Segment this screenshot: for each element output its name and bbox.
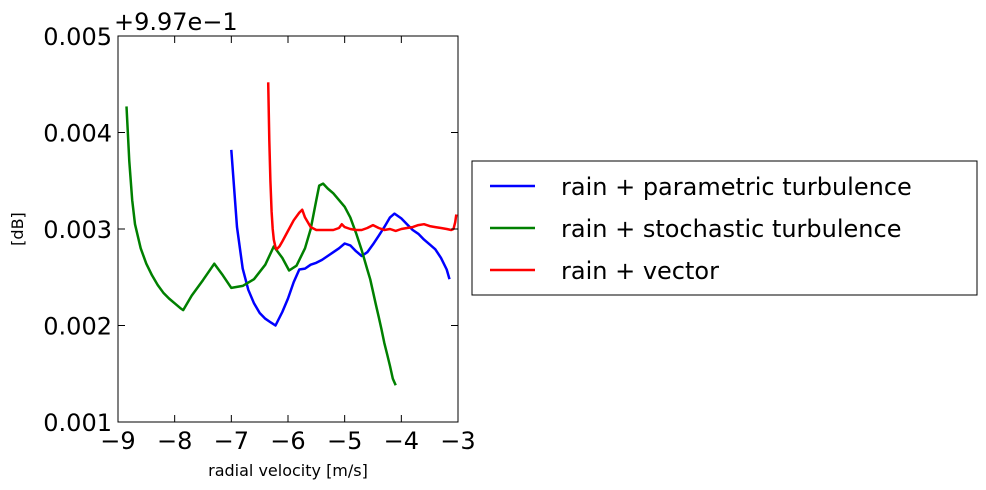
legend-label-1: rain + stochastic turbulence (561, 215, 901, 243)
y-tick-label: 0.002 (43, 313, 112, 341)
y-tick-label: 0.003 (43, 216, 112, 244)
y-tick-label: 0.001 (43, 409, 112, 437)
y-offset-label: +9.97e−1 (114, 8, 238, 36)
y-tick-label: 0.004 (43, 120, 112, 148)
legend-label-0: rain + parametric turbulence (561, 173, 912, 201)
x-tick-label: −7 (214, 427, 249, 455)
tick-label-layer: −9 −8 −7 −6 −5 −4 −3 0.001 0.002 0.003 0.004 0.005 (43, 23, 475, 455)
legend-entries: rain + parametric turbulence rain + stoch… (490, 173, 912, 285)
x-tick-label: −5 (327, 427, 362, 455)
plot-frame (117, 35, 459, 423)
legend-frame (471, 160, 978, 296)
x-axis-label: radial velocity [m/s] (208, 461, 368, 480)
x-tick-label: −4 (384, 427, 419, 455)
y-tick-label: 0.005 (43, 23, 112, 51)
legend-label-2: rain + vector (561, 257, 719, 285)
series-line-0 (230, 149, 451, 327)
x-tick-label: −9 (100, 427, 135, 455)
legend: rain + parametric turbulence rain + stoch… (471, 160, 978, 296)
x-tick-label: −6 (270, 427, 305, 455)
series-line-2 (266, 82, 458, 251)
x-tick-label: −3 (440, 427, 475, 455)
plot-area (117, 35, 459, 423)
y-axis-label: [dB] (8, 212, 27, 246)
series-line-1 (125, 106, 397, 386)
series-layer (125, 82, 458, 386)
x-tick-label: −8 (157, 427, 192, 455)
